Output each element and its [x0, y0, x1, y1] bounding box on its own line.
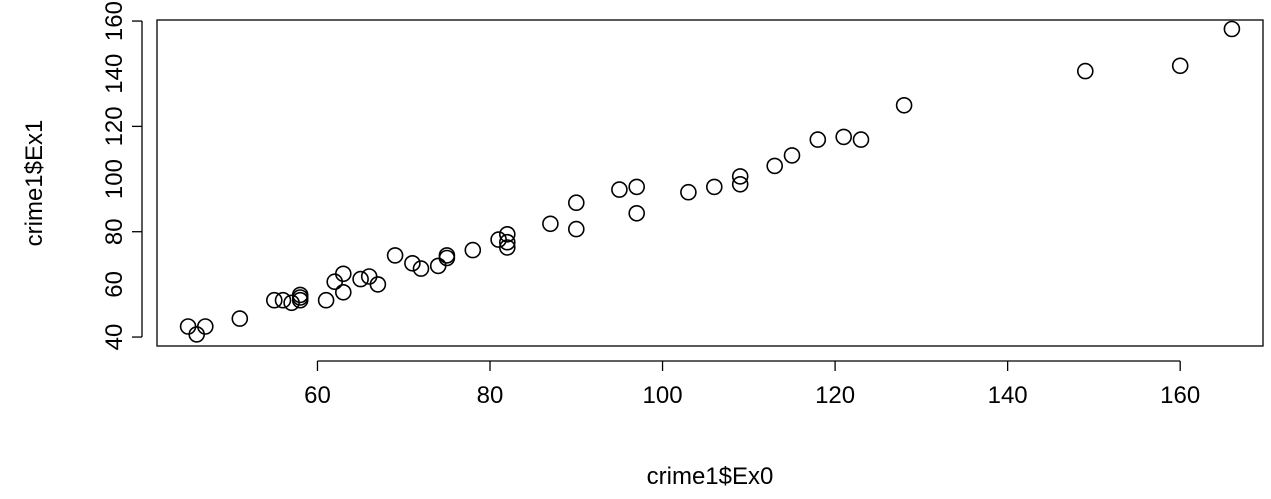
data-point-4 [265, 291, 283, 309]
data-point-12 [334, 283, 352, 301]
data-points [179, 20, 1241, 343]
data-point-22 [438, 247, 456, 264]
data-point-23 [464, 241, 482, 259]
data-point-33 [628, 178, 646, 196]
y-tick-label-120: 120 [101, 106, 128, 146]
x-axis-label: crime1$Ex0 [647, 463, 774, 490]
data-point-1 [188, 326, 205, 343]
y-tick-label-80: 80 [101, 218, 128, 245]
data-point-24 [490, 231, 507, 248]
data-point-42 [852, 131, 870, 148]
data-point-19 [412, 260, 430, 277]
data-point-0 [179, 318, 197, 335]
data-point-37 [731, 168, 749, 185]
y-tick-label-160: 160 [101, 1, 128, 41]
data-point-13 [334, 265, 352, 283]
data-point-31 [611, 181, 628, 198]
data-point-38 [766, 157, 784, 175]
data-point-2 [197, 318, 214, 335]
data-point-9 [291, 286, 309, 304]
y-tick-label-140: 140 [101, 54, 128, 94]
y-axis: 40 60 80 100 120 140 160 [101, 1, 143, 351]
data-point-16 [369, 276, 387, 293]
y-tick-label-100: 100 [101, 159, 128, 199]
x-tick-label-140: 140 [988, 382, 1028, 409]
data-point-27 [498, 226, 516, 243]
y-tick-label-60: 60 [101, 271, 128, 298]
data-point-28 [542, 215, 559, 233]
y-axis-label: crime1$Ex1 [21, 120, 48, 247]
data-point-32 [628, 205, 646, 222]
plot-frame [156, 19, 1264, 347]
data-point-11 [326, 273, 344, 291]
data-point-46 [1223, 20, 1241, 38]
data-point-44 [1077, 62, 1094, 80]
data-point-36 [731, 176, 749, 193]
data-point-30 [567, 194, 585, 211]
x-axis: 60 80 100 120 140 160 [304, 360, 1200, 409]
x-tick-label-100: 100 [643, 382, 683, 409]
data-point-26 [498, 233, 516, 251]
data-point-3 [231, 310, 249, 327]
data-point-39 [783, 147, 801, 164]
data-point-10 [317, 291, 335, 309]
data-point-14 [352, 270, 369, 288]
data-point-40 [809, 131, 827, 148]
data-point-17 [386, 247, 404, 264]
data-point-8 [291, 291, 309, 309]
x-tick-label-80: 80 [477, 382, 504, 409]
data-point-35 [705, 178, 723, 196]
data-point-6 [283, 294, 300, 312]
data-point-45 [1171, 57, 1189, 75]
y-tick-label-40: 40 [101, 324, 128, 351]
data-point-5 [274, 291, 292, 309]
data-point-43 [895, 97, 913, 114]
x-tick-label-160: 160 [1160, 382, 1200, 409]
x-tick-label-120: 120 [815, 382, 855, 409]
data-point-41 [835, 128, 853, 146]
x-tick-label-60: 60 [304, 382, 331, 409]
data-point-34 [680, 183, 697, 201]
data-point-18 [404, 254, 421, 272]
data-point-20 [429, 257, 447, 275]
data-point-29 [567, 220, 585, 238]
data-point-15 [360, 268, 378, 285]
data-point-25 [498, 239, 516, 256]
